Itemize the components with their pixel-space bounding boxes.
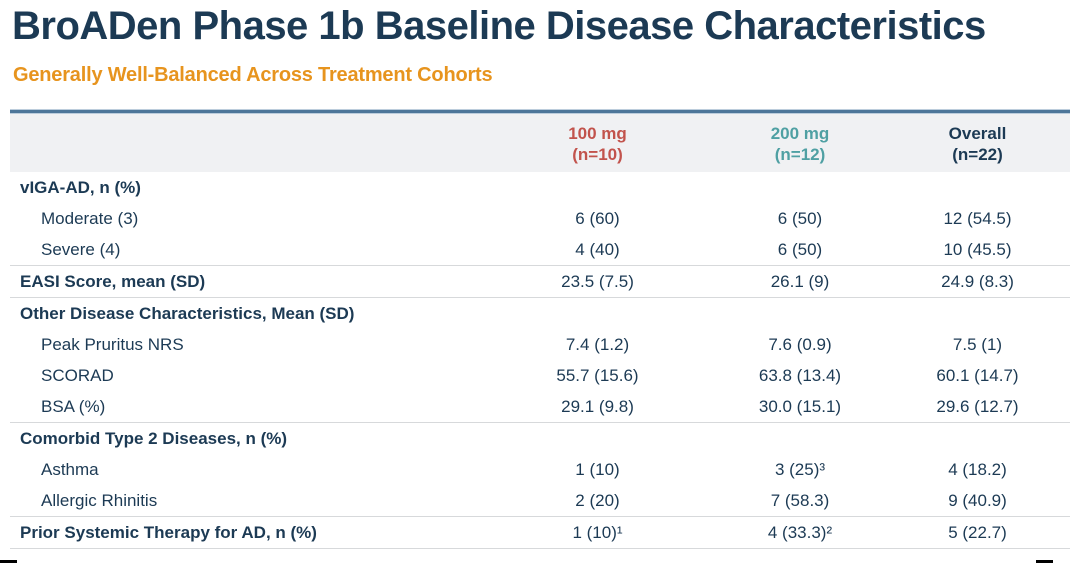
- table-row: Comorbid Type 2 Diseases, n (%): [10, 422, 1070, 454]
- table-row: SCORAD 55.7 (15.6) 63.8 (13.4) 60.1 (14.…: [10, 360, 1070, 391]
- row-label: Asthma: [41, 460, 99, 479]
- table-row: Severe (4) 4 (40) 6 (50) 10 (45.5): [10, 234, 1070, 266]
- row-value: 7.5 (1): [952, 335, 1003, 354]
- table-row: BSA (%) 29.1 (9.8) 30.0 (15.1) 29.6 (12.…: [10, 391, 1070, 423]
- row-value: 29.6 (12.7): [936, 397, 1019, 416]
- row-value: 4 (18.2): [948, 460, 1007, 479]
- row-value: 26.1 (9): [715, 265, 885, 298]
- row-value: 6 (60): [575, 209, 620, 228]
- header-col-200mg: 200 mg (n=12): [715, 114, 885, 172]
- row-value: 63.8 (13.4): [758, 366, 842, 385]
- row-value: 10 (45.5): [943, 240, 1012, 259]
- header-col-200mg-sub: (n=12): [774, 145, 826, 164]
- row-label: SCORAD: [41, 366, 114, 385]
- table-row: vIGA-AD, n (%): [10, 172, 1070, 203]
- table-row: Other Disease Characteristics, Mean (SD): [10, 297, 1070, 329]
- table-header: 100 mg (n=10) 200 mg (n=12) Overall (n=2…: [10, 114, 1070, 172]
- page-subtitle: Generally Well-Balanced Across Treatment…: [13, 64, 493, 86]
- row-value: 24.9 (8.3): [885, 265, 1070, 298]
- row-value: 4 (33.3)²: [715, 516, 885, 549]
- table-header-row: 100 mg (n=10) 200 mg (n=12) Overall (n=2…: [10, 114, 1070, 172]
- bottom-right-mark: [1036, 560, 1053, 563]
- row-value: [480, 297, 715, 329]
- row-label: Peak Pruritus NRS: [41, 335, 184, 354]
- row-label: Other Disease Characteristics, Mean (SD): [10, 297, 480, 329]
- row-value: 6 (50): [777, 209, 823, 228]
- row-value: 7.6 (0.9): [768, 335, 832, 354]
- row-label: Severe (4): [41, 240, 121, 259]
- row-label: Moderate (3): [41, 209, 139, 228]
- row-value: [480, 422, 715, 454]
- row-value: 29.1 (9.8): [561, 397, 634, 416]
- row-label: vIGA-AD, n (%): [20, 178, 141, 197]
- header-col-200mg-label: 200 mg: [770, 124, 830, 143]
- table-row: Asthma 1 (10) 3 (25)³ 4 (18.2): [10, 454, 1070, 485]
- row-value: [885, 172, 1070, 203]
- baseline-characteristics-table: 100 mg (n=10) 200 mg (n=12) Overall (n=2…: [10, 114, 1070, 549]
- row-label: BSA (%): [41, 397, 106, 416]
- row-value: 6 (50): [777, 240, 823, 259]
- row-value: [885, 422, 1070, 454]
- row-label: Prior Systemic Therapy for AD, n (%): [10, 516, 480, 549]
- row-value: 4 (40): [575, 240, 620, 259]
- table-row: Prior Systemic Therapy for AD, n (%) 1 (…: [10, 516, 1070, 549]
- header-empty-cell: [10, 114, 480, 172]
- row-value: 30.0 (15.1): [758, 397, 842, 416]
- row-label: Comorbid Type 2 Diseases, n (%): [10, 422, 480, 454]
- table-body: vIGA-AD, n (%) Moderate (3) 6 (60) 6 (50…: [10, 172, 1070, 549]
- bottom-left-mark: [0, 560, 17, 563]
- row-value: 5 (22.7): [885, 516, 1070, 549]
- row-value: 12 (54.5): [943, 209, 1012, 228]
- header-col-100mg-label: 100 mg: [568, 124, 627, 143]
- header-col-100mg-sub: (n=10): [572, 145, 623, 164]
- row-value: 1 (10): [575, 460, 620, 479]
- row-value: 7.4 (1.2): [565, 335, 630, 354]
- table-row: EASI Score, mean (SD) 23.5 (7.5) 26.1 (9…: [10, 265, 1070, 298]
- table-row: Allergic Rhinitis 2 (20) 7 (58.3) 9 (40.…: [10, 485, 1070, 517]
- table-row: Peak Pruritus NRS 7.4 (1.2) 7.6 (0.9) 7.…: [10, 329, 1070, 360]
- header-col-100mg: 100 mg (n=10): [480, 114, 715, 172]
- row-value: 23.5 (7.5): [480, 265, 715, 298]
- row-value: 7 (58.3): [770, 491, 830, 510]
- row-label: Allergic Rhinitis: [41, 491, 158, 510]
- row-value: [715, 297, 885, 329]
- row-value: 9 (40.9): [948, 491, 1007, 510]
- page-title: BroADen Phase 1b Baseline Disease Charac…: [12, 4, 986, 48]
- row-value: 55.7 (15.6): [556, 366, 639, 385]
- header-col-overall: Overall (n=22): [885, 114, 1070, 172]
- row-value: 60.1 (14.7): [936, 366, 1019, 385]
- row-value: 3 (25)³: [774, 460, 826, 479]
- table-top-accent: [10, 109, 1070, 114]
- header-col-overall-sub: (n=22): [952, 145, 1003, 164]
- row-label: EASI Score, mean (SD): [10, 265, 480, 298]
- row-value: 1 (10)¹: [480, 516, 715, 549]
- row-value: 2 (20): [575, 491, 620, 510]
- row-value: [715, 172, 885, 203]
- row-value: [480, 172, 715, 203]
- row-value: [715, 422, 885, 454]
- table-row: Moderate (3) 6 (60) 6 (50) 12 (54.5): [10, 203, 1070, 234]
- row-value: [885, 297, 1070, 329]
- header-col-overall-label: Overall: [948, 124, 1007, 143]
